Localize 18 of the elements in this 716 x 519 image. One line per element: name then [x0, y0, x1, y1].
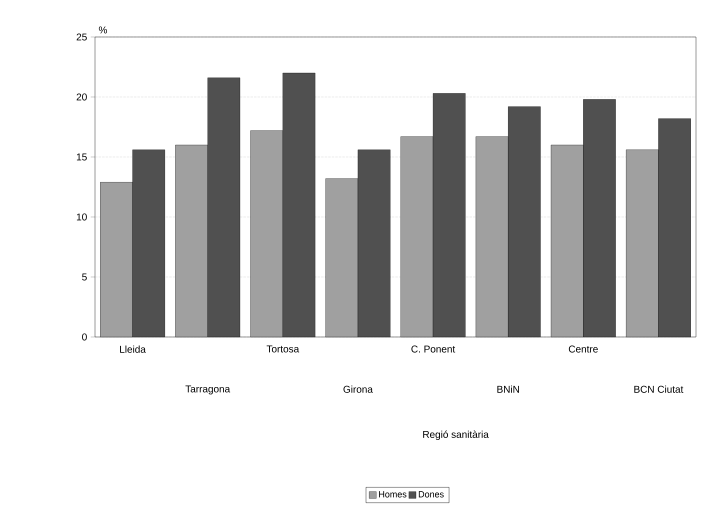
x-tick-label: BNiN [497, 386, 520, 393]
y-axis-title: % [98, 26, 108, 34]
legend-label: Homes [379, 491, 406, 498]
y-tick-label: 0 [82, 333, 87, 341]
x-axis-title: Regió sanitària [423, 430, 489, 440]
x-tick-label: Tarragona [185, 386, 230, 394]
x-tick-label: C. Ponent [411, 346, 456, 353]
y-tick-label: 10 [76, 213, 87, 221]
y-tick-label: 25 [76, 33, 87, 41]
y-tick-label: 15 [76, 154, 87, 160]
x-tick-label: Centre [568, 346, 598, 353]
legend-label: Dones [418, 491, 444, 498]
y-tick-label: 5 [82, 274, 87, 280]
y-tick-label: 20 [76, 93, 87, 101]
x-tick-label: Tortosa [266, 346, 300, 352]
x-tick-label: Girona [343, 386, 373, 393]
x-tick-label: Lleida [120, 346, 146, 353]
x-tick-label: BCN Ciutat [634, 386, 684, 393]
